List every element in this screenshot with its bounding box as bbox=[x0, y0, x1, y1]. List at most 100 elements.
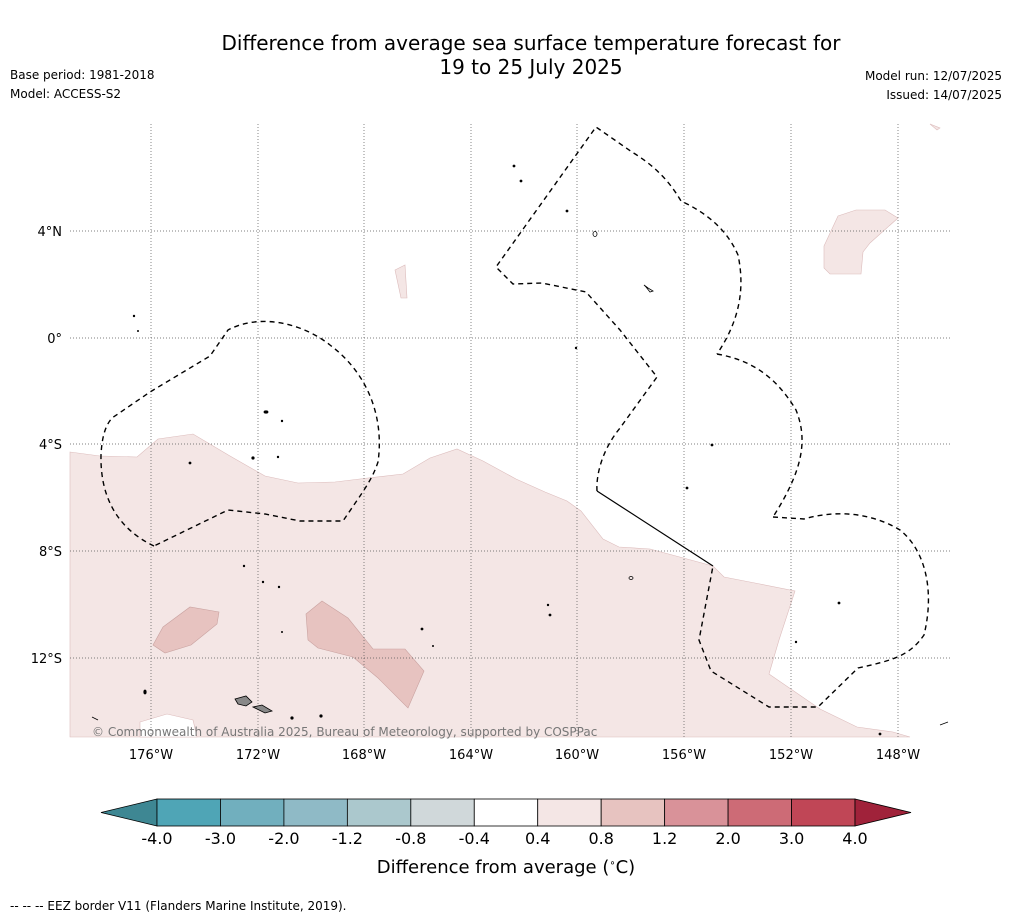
anomaly-patch-corner bbox=[929, 123, 941, 131]
colorbar-swatch bbox=[410, 798, 475, 827]
island bbox=[420, 627, 424, 631]
colorbar-tick-label: 0.4 bbox=[525, 829, 550, 848]
colorbar-tick-label: -0.4 bbox=[459, 829, 490, 848]
island bbox=[251, 456, 255, 460]
anomaly-region-0.8-1.2-west bbox=[152, 606, 220, 654]
longitude-labels: 176°W 172°W 168°W 164°W 160°W 156°W 152°… bbox=[129, 748, 920, 763]
colorbar-swatch bbox=[791, 798, 856, 827]
title-line-1: Difference from average sea surface temp… bbox=[221, 31, 841, 55]
island bbox=[939, 721, 949, 726]
colorbar-swatch bbox=[727, 798, 792, 827]
island bbox=[143, 689, 147, 695]
island bbox=[643, 284, 654, 293]
lon-label: 172°W bbox=[236, 748, 280, 763]
copyright-text: © Commonwealth of Australia 2025, Bureau… bbox=[92, 725, 597, 739]
island bbox=[548, 613, 552, 617]
meta-right: Model run: 12/07/2025 Issued: 14/07/2025 bbox=[865, 67, 1002, 105]
colorbar-swatch bbox=[156, 798, 221, 827]
island bbox=[431, 645, 434, 648]
issued-date: Issued: 14/07/2025 bbox=[886, 88, 1002, 102]
colorbar-tick-label: 0.8 bbox=[588, 829, 613, 848]
island bbox=[319, 714, 323, 718]
colorbar-tick-label: -0.8 bbox=[395, 829, 426, 848]
island bbox=[565, 209, 569, 213]
maritime-boundary bbox=[596, 490, 714, 567]
lon-label: 148°W bbox=[876, 748, 920, 763]
lon-label: 164°W bbox=[449, 748, 493, 763]
colorbar-tick-label: 3.0 bbox=[779, 829, 804, 848]
anomaly-patch-equator bbox=[394, 264, 408, 299]
lat-label: 4°N bbox=[38, 225, 63, 240]
lat-label: 12°S bbox=[31, 652, 62, 667]
lat-label: 8°S bbox=[39, 545, 62, 560]
colorbar-swatch bbox=[664, 798, 729, 827]
island bbox=[280, 631, 283, 634]
colorbar-title: Difference from average (∘C) bbox=[377, 857, 635, 878]
island-upolu bbox=[251, 704, 273, 714]
island bbox=[91, 716, 99, 721]
eez-legend-note: -- -- -- EEZ border V11 (Flanders Marine… bbox=[10, 899, 347, 913]
colorbar-tick-label: -3.0 bbox=[205, 829, 236, 848]
title-line-2: 19 to 25 July 2025 bbox=[439, 55, 623, 79]
map-title: Difference from average sea surface temp… bbox=[0, 31, 1011, 79]
island bbox=[188, 461, 192, 465]
anomaly-region-0.8-1.2-central bbox=[305, 600, 425, 709]
eez-border-cook bbox=[716, 353, 803, 518]
colorbar-swatch bbox=[346, 798, 412, 827]
island bbox=[261, 580, 265, 584]
map-panel: © Commonwealth of Australia 2025, Bureau… bbox=[69, 123, 950, 739]
model-run: Model run: 12/07/2025 bbox=[864, 69, 1002, 83]
colorbar-extend-low bbox=[100, 798, 158, 827]
neutral-hole bbox=[139, 713, 198, 738]
colorbar-swatch bbox=[537, 798, 602, 827]
colorbar-swatch bbox=[473, 798, 539, 827]
base-period: Base period: 1981-2018 bbox=[10, 68, 155, 82]
island bbox=[837, 601, 841, 605]
meta-left: Base period: 1981-2018 Model: ACCESS-S2 bbox=[10, 66, 155, 104]
colorbar-tick-label: 2.0 bbox=[715, 829, 740, 848]
island bbox=[519, 179, 523, 183]
colorbar-extend-high bbox=[854, 798, 912, 827]
island bbox=[628, 576, 634, 580]
colorbar-swatch bbox=[600, 798, 666, 827]
latitude-labels: 4°N 0° 4°S 8°S 12°S bbox=[31, 225, 62, 667]
colorbar-tick-label: -1.2 bbox=[332, 829, 363, 848]
lon-label: 156°W bbox=[662, 748, 706, 763]
lat-label: 4°S bbox=[39, 438, 62, 453]
anomaly-region-0.4-0.8 bbox=[69, 433, 911, 738]
gridlines bbox=[70, 124, 950, 737]
lon-label: 168°W bbox=[342, 748, 386, 763]
island bbox=[546, 603, 550, 607]
island bbox=[242, 564, 246, 568]
colorbar-swatch bbox=[283, 798, 348, 827]
lon-label: 176°W bbox=[129, 748, 173, 763]
island bbox=[878, 732, 882, 736]
island bbox=[280, 419, 284, 423]
eez-border-tokelau bbox=[100, 320, 381, 547]
model-name: Model: ACCESS-S2 bbox=[10, 87, 122, 101]
colorbar-tick-label: -4.0 bbox=[141, 829, 172, 848]
island bbox=[592, 231, 598, 237]
island bbox=[263, 410, 269, 414]
colorbar-tick-label: -2.0 bbox=[268, 829, 299, 848]
lon-label: 160°W bbox=[555, 748, 599, 763]
island bbox=[132, 314, 136, 318]
island bbox=[794, 640, 798, 644]
lat-label: 0° bbox=[47, 332, 62, 347]
island bbox=[276, 455, 280, 459]
colorbar-tick-label: 4.0 bbox=[842, 829, 867, 848]
islands bbox=[91, 164, 949, 736]
eez-border-east bbox=[698, 513, 930, 708]
lon-label: 152°W bbox=[769, 748, 813, 763]
colorbar-swatch bbox=[220, 798, 285, 827]
anomaly-patch-northeast bbox=[823, 209, 899, 275]
colorbar bbox=[100, 798, 912, 827]
colorbar-labels: -4.0 -3.0 -2.0 -1.2 -0.8 -0.4 0.4 0.8 1.2 2.0 3.0 4… bbox=[141, 829, 867, 848]
island bbox=[277, 585, 281, 589]
island bbox=[710, 443, 714, 447]
eez-border-phoenix bbox=[495, 126, 742, 492]
eez-borders bbox=[100, 126, 930, 708]
island bbox=[685, 486, 689, 490]
island bbox=[136, 329, 139, 332]
